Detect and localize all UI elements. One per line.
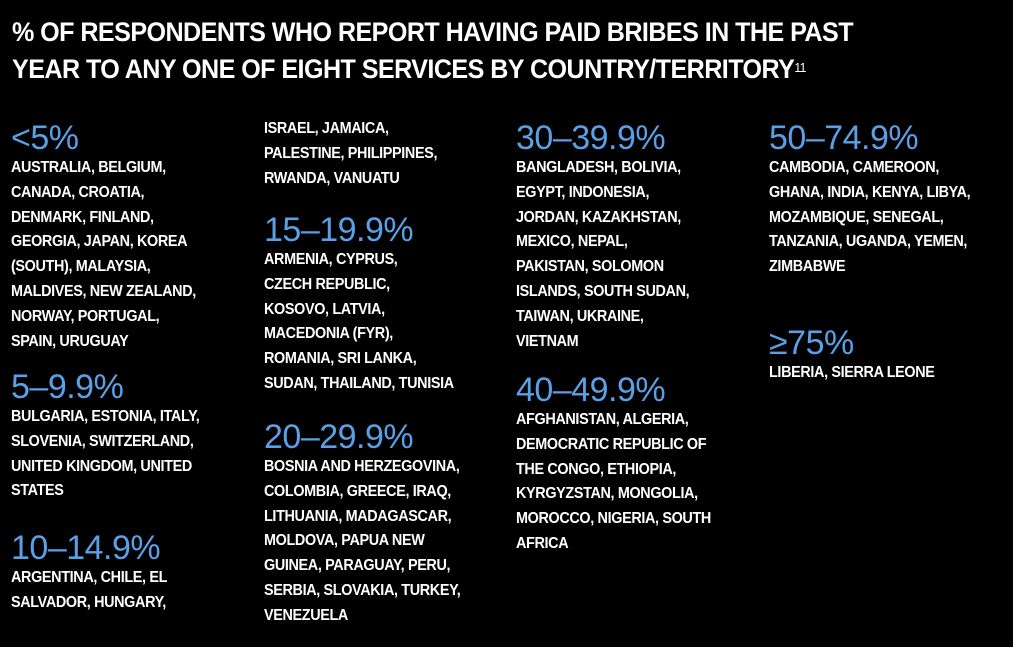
- range-label: 40–49.9%: [516, 371, 666, 409]
- range-label: <5%: [11, 119, 79, 157]
- country-list: BOSNIA AND HERZEGOVINA, COLOMBIA, GREECE…: [264, 458, 461, 624]
- group-75-and-over: ≥75% LIBERIA, SIERRA LEONE: [769, 325, 1009, 386]
- range-label: 10–14.9%: [11, 529, 161, 567]
- range-label: 30–39.9%: [516, 119, 666, 157]
- country-list: LIBERIA, SIERRA LEONE: [769, 364, 935, 381]
- country-list: AUSTRALIA, BELGIUM, CANADA, CROATIA, DEN…: [11, 159, 196, 350]
- country-list: ISRAEL, JAMAICA, PALESTINE, PHILIPPINES,…: [264, 120, 438, 187]
- group-20-to-29-9: 20–29.9% BOSNIA AND HERZEGOVINA, COLOMBI…: [264, 419, 504, 629]
- range-label: 20–29.9%: [264, 418, 414, 456]
- range-label: 15–19.9%: [264, 211, 414, 249]
- country-list: ARGENTINA, CHILE, EL SALVADOR, HUNGARY,: [11, 569, 168, 611]
- group-50-to-74-9: 50–74.9% CAMBODIA, CAMEROON, GHANA, INDI…: [769, 120, 1009, 280]
- group-10-to-14-9: 10–14.9% ARGENTINA, CHILE, EL SALVADOR, …: [11, 530, 251, 616]
- group-40-to-49-9: 40–49.9% AFGHANISTAN, ALGERIA, DEMOCRATI…: [516, 372, 756, 557]
- country-list: BANGLADESH, BOLIVIA, EGYPT, INDONESIA, J…: [516, 159, 690, 350]
- title-line-2: YEAR TO ANY ONE OF EIGHT SERVICES BY COU…: [12, 51, 933, 88]
- range-label: ≥75%: [769, 324, 854, 362]
- range-label: 50–74.9%: [769, 119, 919, 157]
- country-list: AFGHANISTAN, ALGERIA, DEMOCRATIC REPUBLI…: [516, 411, 711, 552]
- title-line-2-text: YEAR TO ANY ONE OF EIGHT SERVICES BY COU…: [12, 54, 795, 84]
- group-under-5: <5% AUSTRALIA, BELGIUM, CANADA, CROATIA,…: [11, 120, 251, 354]
- country-list: BULGARIA, ESTONIA, ITALY, SLOVENIA, SWIT…: [11, 408, 200, 500]
- group-15-to-19-9: 15–19.9% ARMENIA, CYPRUS, CZECH REPUBLIC…: [264, 212, 504, 397]
- footnote-ref: 11: [794, 60, 806, 75]
- country-list: CAMBODIA, CAMEROON, GHANA, INDIA, KENYA,…: [769, 159, 971, 276]
- range-label: 5–9.9%: [11, 368, 124, 406]
- group-30-to-39-9: 30–39.9% BANGLADESH, BOLIVIA, EGYPT, IND…: [516, 120, 756, 354]
- page-title: % OF RESPONDENTS WHO REPORT HAVING PAID …: [12, 14, 933, 88]
- title-line-1: % OF RESPONDENTS WHO REPORT HAVING PAID …: [12, 17, 854, 47]
- country-list: ARMENIA, CYPRUS, CZECH REPUBLIC, KOSOVO,…: [264, 251, 454, 392]
- group-5-to-9-9: 5–9.9% BULGARIA, ESTONIA, ITALY, SLOVENI…: [11, 369, 251, 504]
- group-10-to-14-9-continued: ISRAEL, JAMAICA, PALESTINE, PHILIPPINES,…: [264, 117, 504, 191]
